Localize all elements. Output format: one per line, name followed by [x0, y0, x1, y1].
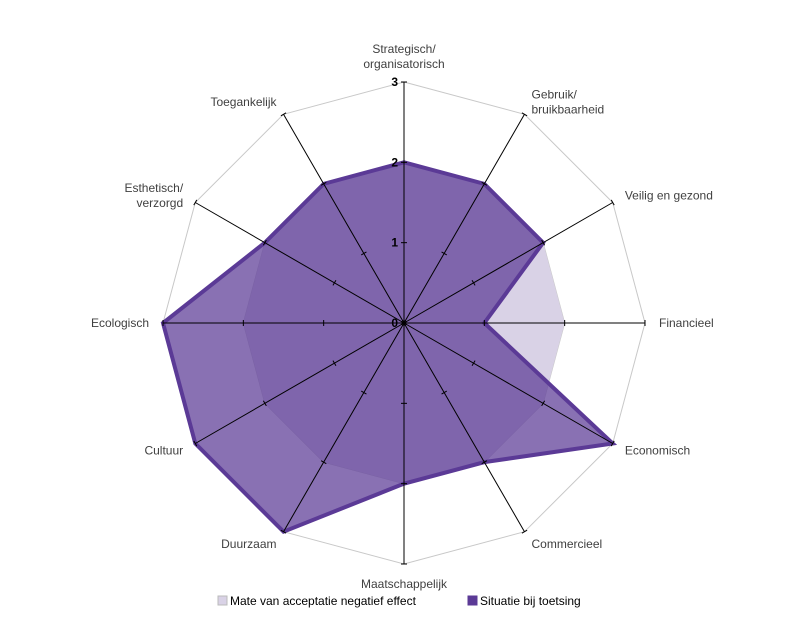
- tick-mark: [541, 239, 546, 246]
- tick-mark: [401, 321, 407, 325]
- tick-mark: [280, 112, 287, 117]
- tick-label: 3: [391, 75, 398, 89]
- category-label: Duurzaam: [221, 537, 276, 551]
- tick-mark: [471, 279, 476, 286]
- category-label: Esthetisch/verzorgd: [124, 181, 183, 210]
- axis-line: [283, 114, 405, 324]
- category-label: Financieel: [659, 316, 714, 330]
- legend-swatch: [217, 595, 228, 606]
- tick-mark: [441, 251, 448, 256]
- category-label: Cultuur: [144, 444, 183, 458]
- category-label: Economisch: [625, 444, 690, 458]
- tick-mark: [481, 181, 488, 186]
- tick-mark: [360, 251, 367, 256]
- tick-mark: [262, 400, 267, 407]
- tick-mark: [332, 360, 337, 367]
- tick-label: 0: [391, 316, 398, 330]
- tick-mark: [280, 529, 287, 534]
- axis-line: [195, 322, 405, 444]
- tick-mark: [521, 112, 528, 117]
- tick-mark: [521, 529, 528, 534]
- category-label: Ecologisch: [91, 316, 149, 330]
- tick-mark: [193, 440, 198, 447]
- axis-line: [403, 114, 525, 324]
- tick-mark: [320, 460, 327, 465]
- tick-mark: [332, 279, 337, 286]
- category-label: Maatschappelijk: [361, 577, 448, 591]
- tick-mark: [541, 400, 546, 407]
- legend-label: Situatie bij toetsing: [480, 594, 581, 608]
- axis-line: [403, 322, 613, 444]
- category-label: Commercieel: [532, 537, 603, 551]
- category-label: Toegankelijk: [210, 95, 277, 109]
- axis-line: [195, 202, 405, 324]
- category-label: Gebruik/bruikbaarheid: [532, 88, 605, 117]
- axis-line: [403, 322, 525, 532]
- axis-line: [403, 202, 613, 324]
- tick-mark: [441, 390, 448, 395]
- legend-label: Mate van acceptatie negatief effect: [230, 594, 417, 608]
- tick-label: 1: [391, 236, 398, 250]
- axis-line: [283, 322, 405, 532]
- tick-mark: [481, 460, 488, 465]
- tick-label: 2: [391, 155, 398, 169]
- legend-swatch: [467, 595, 478, 606]
- tick-mark: [262, 239, 267, 246]
- tick-mark: [360, 390, 367, 395]
- tick-mark: [610, 199, 615, 206]
- tick-mark: [471, 360, 476, 367]
- category-label: Strategisch/organisatorisch: [363, 42, 444, 71]
- tick-mark: [193, 199, 198, 206]
- tick-mark: [320, 181, 327, 186]
- tick-mark: [610, 440, 615, 447]
- category-label: Veilig en gezond: [625, 189, 713, 203]
